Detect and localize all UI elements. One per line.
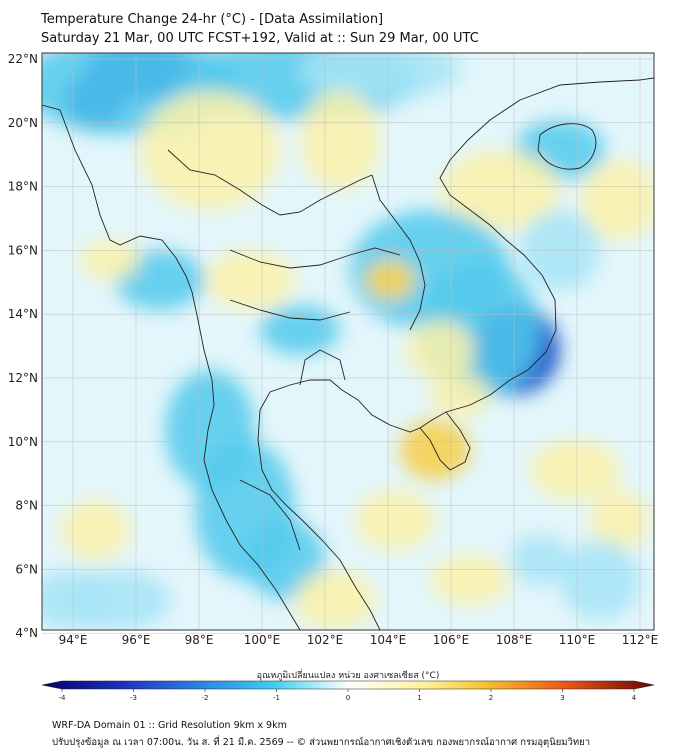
internal-border [167, 149, 373, 216]
longitude-label: 96°E [122, 633, 151, 647]
longitude-label: 104°E [370, 633, 407, 647]
lat-lon-grid [42, 53, 654, 634]
temperature-anomaly-warm [430, 555, 510, 605]
latitude-label: 18°N [8, 180, 38, 194]
internal-border-5 [239, 479, 301, 551]
longitude-label: 98°E [185, 633, 214, 647]
internal-border-3 [229, 247, 401, 269]
latitude-labels: 22°N 20°N 18°N 16°N 14°N 12°N 10°N 8°N 6°N 4°N [8, 52, 38, 640]
temperature-anomaly-cool [510, 535, 570, 585]
colorbar-tick-label: 3 [560, 694, 564, 702]
temperature-anomaly-warm [300, 90, 380, 190]
longitude-label: 94°E [59, 633, 88, 647]
temperature-anomaly-cool [520, 210, 600, 290]
map-title: Temperature Change 24-hr (°C) - [Data As… [41, 12, 384, 27]
temperature-anomaly-cool [300, 53, 460, 100]
gulf-of-thailand-coast [299, 349, 346, 386]
temperature-field [42, 53, 654, 630]
coastlines [42, 77, 654, 630]
latitude-label: 8°N [15, 499, 38, 513]
longitude-label: 112°E [622, 633, 659, 647]
temperature-anomaly-warm [355, 490, 435, 550]
latitude-label: 4°N [15, 626, 38, 640]
internal-border-4 [229, 299, 351, 321]
latitude-label: 20°N [8, 116, 38, 130]
colorbar-tick-label: 0 [346, 694, 350, 702]
temperature-anomaly-warm-strong [365, 260, 415, 300]
hainan-island [537, 123, 597, 170]
temperature-anomaly-warm [430, 373, 490, 417]
longitude-label: 106°E [433, 633, 470, 647]
colorbar-tick-label: -4 [59, 694, 67, 702]
longitude-label: 100°E [244, 633, 281, 647]
latitude-label: 12°N [8, 371, 38, 385]
footer-update-info: ปรับปรุงข้อมูล ณ เวลา 07:00น. วัน ส. ที่… [52, 737, 591, 748]
latitude-label: 22°N [8, 52, 38, 66]
colorbar-tick-label: -2 [202, 694, 209, 702]
colorbar-tick-label: 2 [489, 694, 493, 702]
temperature-anomaly-warm [405, 320, 475, 380]
colorbar-ticks: -4 -3 -2 -1 0 1 2 3 4 [59, 689, 637, 702]
map-frame [41, 52, 655, 631]
colorbar [41, 680, 655, 690]
longitude-label: 108°E [496, 633, 533, 647]
mainland-coastline [42, 104, 301, 630]
temperature-anomaly-cold [260, 305, 340, 355]
longitude-label: 102°E [307, 633, 344, 647]
latitude-label: 6°N [15, 562, 38, 576]
temperature-anomaly-warm [580, 160, 654, 240]
latitude-label: 16°N [8, 243, 38, 257]
temperature-anomaly-cool [70, 570, 170, 630]
map-subtitle: Saturday 21 Mar, 00 UTC FCST+192, Valid … [41, 31, 479, 46]
colorbar-title: อุณหภูมิเปลี่ยนแปลง หน่วย องศาเซลเซียส (… [257, 668, 440, 681]
colorbar-tick-label: 1 [417, 694, 421, 702]
temperature-anomaly-cold [245, 520, 325, 600]
temperature-anomaly-cool [560, 540, 640, 620]
latitude-label: 10°N [8, 435, 38, 449]
internal-border-2 [371, 174, 426, 331]
colorbar-tick-label: 4 [632, 694, 637, 702]
temperature-anomaly-warm [80, 240, 140, 280]
temperature-anomaly-warm [530, 440, 620, 500]
temperature-anomaly-warm [295, 570, 375, 630]
footer-domain-info: WRF-DA Domain 01 :: Grid Resolution 9km … [52, 720, 287, 731]
temperature-anomaly-warm [60, 500, 130, 560]
colorbar-tick-label: -3 [130, 694, 137, 702]
temperature-anomaly-warm [205, 250, 295, 310]
temperature-anomaly-warm [590, 490, 650, 550]
colorbar-tick-label: -1 [273, 694, 280, 702]
longitude-labels: 94°E 96°E 98°E 100°E 102°E 104°E 106°E 108°E 110… [59, 633, 659, 647]
temperature-anomaly-warm [140, 90, 280, 210]
latitude-label: 14°N [8, 307, 38, 321]
longitude-label: 110°E [559, 633, 596, 647]
mekong-delta [419, 411, 471, 471]
